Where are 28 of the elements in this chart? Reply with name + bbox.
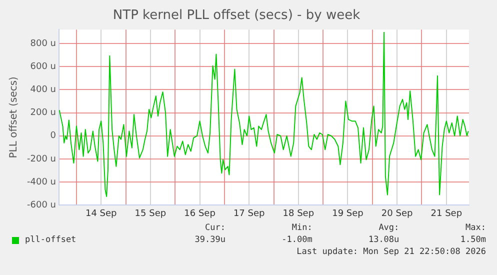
- text: Max:: [464, 223, 486, 233]
- y-tick-label: 0: [50, 131, 56, 142]
- text: 1.50m: [459, 235, 486, 245]
- x-tick-label: 15 Sep: [134, 208, 166, 219]
- y-tick-label: -600 u: [26, 200, 56, 211]
- text: Avg:: [378, 223, 400, 233]
- x-tick-label: 19 Sep: [332, 208, 364, 219]
- x-tick-label: 17 Sep: [233, 208, 266, 219]
- text: Cur:: [204, 223, 226, 233]
- text: 39.39u: [194, 235, 226, 245]
- y-axis-title: PLL offset (secs): [8, 76, 20, 158]
- x-tick-label: 14 Sep: [85, 208, 118, 219]
- y-tick-label: -400 u: [26, 177, 56, 188]
- chart-title: NTP kernel PLL offset (secs) - by week: [112, 8, 361, 24]
- text: Min:: [290, 223, 312, 233]
- x-tick-label: 21 Sep: [430, 208, 462, 219]
- text: Last update: Mon Sep 21 22:50:08 2026: [296, 246, 486, 258]
- y-tick-label: 200 u: [30, 108, 56, 118]
- y-tick-label: -200 u: [26, 154, 56, 164]
- text: -1.00m: [280, 235, 312, 245]
- text: 13.08u: [367, 235, 400, 245]
- x-tick-label: 20 Sep: [381, 208, 413, 219]
- y-tick-label: 600 u: [30, 62, 56, 72]
- x-tick-label: 16 Sep: [184, 208, 216, 219]
- y-tick-label: 400 u: [30, 85, 56, 96]
- legend-label: pll-offset: [25, 235, 76, 245]
- x-tick-label: 18 Sep: [282, 208, 314, 219]
- y-tick-label: 800 u: [30, 38, 56, 49]
